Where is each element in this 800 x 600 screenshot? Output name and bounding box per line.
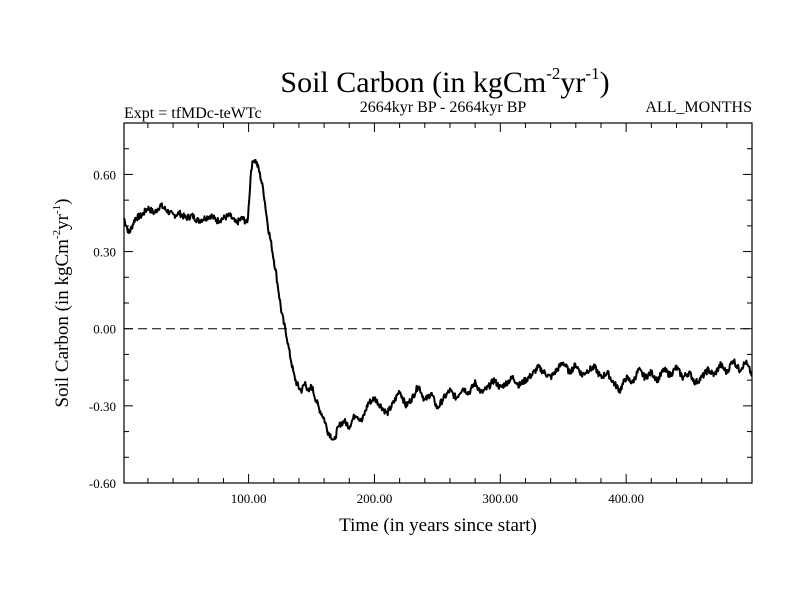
plot-frame xyxy=(123,122,753,484)
ylabel-main: Soil Carbon (in kgCm xyxy=(52,239,73,408)
axis-ticks xyxy=(124,123,752,484)
x-tick-labels: 100.00 200.00 300.00 400.00 xyxy=(231,491,644,506)
ylabel-end: ) xyxy=(52,199,73,205)
ylabel-mid: yr xyxy=(52,213,73,230)
x-tick-label: 400.00 xyxy=(608,491,644,506)
ylabel-sup2: -1 xyxy=(51,205,63,214)
y-axis-label: Soil Carbon (in kgCm-2yr-1) xyxy=(51,199,73,408)
series-line-soil-carbon xyxy=(123,158,753,441)
title-mid: yr xyxy=(560,66,585,99)
subtitle-center: 2664kyr BP - 2664kyr BP xyxy=(360,99,527,116)
x-tick-label: 100.00 xyxy=(231,491,267,506)
y-tick-label: 0.60 xyxy=(93,167,116,182)
x-tick-label: 200.00 xyxy=(357,491,393,506)
x-tick-label: 300.00 xyxy=(482,491,518,506)
x-axis-label: Time (in years since start) xyxy=(339,515,537,536)
y-tick-label: -0.60 xyxy=(89,476,116,491)
title-sup1: -2 xyxy=(546,64,560,83)
chart-title: Soil Carbon (in kgCm-2yr-1) xyxy=(280,64,609,99)
y-tick-label: 0.30 xyxy=(93,245,116,260)
title-sup2: -1 xyxy=(585,64,599,83)
subtitle-left: Expt = tfMDc-teWTc xyxy=(124,105,262,122)
title-end: ) xyxy=(600,66,610,99)
y-tick-label: -0.30 xyxy=(89,399,116,414)
subtitle-right: ALL_MONTHS xyxy=(645,99,752,116)
title-main: Soil Carbon (in kgCm xyxy=(280,66,546,99)
ylabel-sup1: -2 xyxy=(51,230,63,239)
y-tick-label: 0.00 xyxy=(93,322,116,337)
y-tick-labels: -0.60 -0.30 0.00 0.30 0.60 xyxy=(89,167,116,491)
